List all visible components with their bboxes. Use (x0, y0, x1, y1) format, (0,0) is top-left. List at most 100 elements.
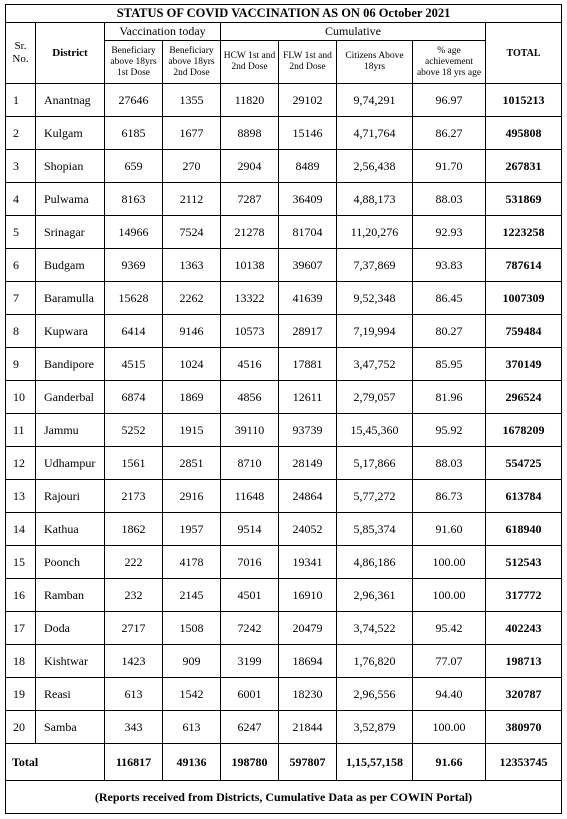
district-cell: Ganderbal (35, 380, 105, 414)
dose1-cell: 2717 (104, 611, 163, 645)
header-sr-no: Sr. No. (5, 22, 36, 84)
total-cell: 1015213 (484, 83, 563, 117)
sr-cell: 18 (5, 644, 36, 678)
header-flw: FLW 1st and 2nd Dose (278, 40, 337, 84)
district-cell: Samba (35, 710, 105, 744)
flw-cell: 81704 (278, 215, 337, 249)
sr-cell: 3 (5, 149, 36, 183)
header-pct: % age achievement above 18 yrs age (412, 40, 486, 84)
citizens-cell: 3,52,879 (336, 710, 413, 744)
flw-cell: 19341 (278, 545, 337, 579)
pct-cell: 81.96 (412, 380, 486, 414)
hcw-cell: 4856 (220, 380, 279, 414)
citizens-cell: 5,17,866 (336, 446, 413, 480)
citizens-cell: 9,52,348 (336, 281, 413, 315)
pct-cell: 80.27 (412, 314, 486, 348)
dose1-cell: 9369 (104, 248, 163, 282)
table-row: 13 Rajouri 2173 2916 11648 24864 5,77,272 86.73… (5, 479, 563, 513)
flw-cell: 17881 (278, 347, 337, 381)
total-pct: 91.66 (412, 743, 486, 781)
table-body: 1 Anantnag 27646 1355 11820 29102 9,74,291 96.9… (5, 83, 563, 744)
district-cell: Budgam (35, 248, 105, 282)
table-row: 16 Ramban 232 2145 4501 16910 2,96,361 100.00 31… (5, 578, 563, 612)
flw-cell: 28917 (278, 314, 337, 348)
flw-cell: 12611 (278, 380, 337, 414)
header-hcw: HCW 1st and 2nd Dose (220, 40, 279, 84)
pct-cell: 86.45 (412, 281, 486, 315)
total-cell: 787614 (484, 248, 563, 282)
table-row: 11 Jammu 5252 1915 39110 93739 15,45,360 95.92 1… (5, 413, 563, 447)
sr-cell: 5 (5, 215, 36, 249)
dose2-cell: 1869 (162, 380, 221, 414)
sr-cell: 14 (5, 512, 36, 546)
pct-cell: 91.70 (412, 149, 486, 183)
total-cell: 296524 (484, 380, 563, 414)
pct-cell: 100.00 (412, 545, 486, 579)
district-cell: Kathua (35, 512, 105, 546)
district-cell: Reasi (35, 677, 105, 711)
pct-cell: 96.97 (412, 83, 486, 117)
dose1-cell: 1561 (104, 446, 163, 480)
pct-cell: 95.92 (412, 413, 486, 447)
dose2-cell: 2851 (162, 446, 221, 480)
table-row: 10 Ganderbal 6874 1869 4856 12611 2,79,057 81.9… (5, 380, 563, 414)
dose2-cell: 2916 (162, 479, 221, 513)
hcw-cell: 9514 (220, 512, 279, 546)
pct-cell: 86.27 (412, 116, 486, 150)
footer-note: (Reports received from Districts, Cumula… (4, 780, 563, 814)
pct-cell: 93.83 (412, 248, 486, 282)
total-cell: 618940 (484, 512, 563, 546)
flw-cell: 36409 (278, 182, 337, 216)
hcw-cell: 7242 (220, 611, 279, 645)
dose2-cell: 1677 (162, 116, 221, 150)
hcw-cell: 7287 (220, 182, 279, 216)
sr-cell: 2 (5, 116, 36, 150)
dose2-cell: 2112 (162, 182, 221, 216)
pct-cell: 86.73 (412, 479, 486, 513)
dose2-cell: 7524 (162, 215, 221, 249)
flw-cell: 15146 (278, 116, 337, 150)
hcw-cell: 11648 (220, 479, 279, 513)
flw-cell: 20479 (278, 611, 337, 645)
total-cell: 380970 (484, 710, 563, 744)
hcw-cell: 10573 (220, 314, 279, 348)
sr-cell: 19 (5, 677, 36, 711)
dose1-cell: 659 (104, 149, 163, 183)
table-row: 20 Samba 343 613 6247 21844 3,52,879 100.00 3809… (5, 710, 563, 744)
sr-cell: 1 (5, 83, 36, 117)
pct-cell: 91.60 (412, 512, 486, 546)
table-row: 15 Poonch 222 4178 7016 19341 4,86,186 100.00 51… (5, 545, 563, 579)
dose1-cell: 4515 (104, 347, 163, 381)
pct-cell: 88.03 (412, 182, 486, 216)
dose1-cell: 2173 (104, 479, 163, 513)
total-cell: 1678209 (484, 413, 563, 447)
hcw-cell: 7016 (220, 545, 279, 579)
table-row: 9 Bandipore 4515 1024 4516 17881 3,47,752 85.95… (5, 347, 563, 381)
citizens-cell: 4,86,186 (336, 545, 413, 579)
dose1-cell: 343 (104, 710, 163, 744)
hcw-cell: 4516 (220, 347, 279, 381)
dose2-cell: 9146 (162, 314, 221, 348)
dose2-cell: 1508 (162, 611, 221, 645)
citizens-cell: 4,71,764 (336, 116, 413, 150)
table-row: 4 Pulwama 8163 2112 7287 36409 4,88,173 88.03 53… (5, 182, 563, 216)
sr-cell: 11 (5, 413, 36, 447)
total-cell: 198713 (484, 644, 563, 678)
hcw-cell: 21278 (220, 215, 279, 249)
district-cell: Shopian (35, 149, 105, 183)
district-cell: Srinagar (35, 215, 105, 249)
pct-cell: 85.95 (412, 347, 486, 381)
dose2-cell: 1542 (162, 677, 221, 711)
total-grand: 12353745 (484, 743, 563, 781)
district-cell: Kupwara (35, 314, 105, 348)
total-cell: 613784 (484, 479, 563, 513)
citizens-cell: 4,88,173 (336, 182, 413, 216)
total-dose2: 49136 (162, 743, 221, 781)
total-cell: 759484 (484, 314, 563, 348)
flw-cell: 8489 (278, 149, 337, 183)
flw-cell: 24864 (278, 479, 337, 513)
sr-cell: 9 (5, 347, 36, 381)
total-cell: 370149 (484, 347, 563, 381)
district-cell: Poonch (35, 545, 105, 579)
district-cell: Jammu (35, 413, 105, 447)
